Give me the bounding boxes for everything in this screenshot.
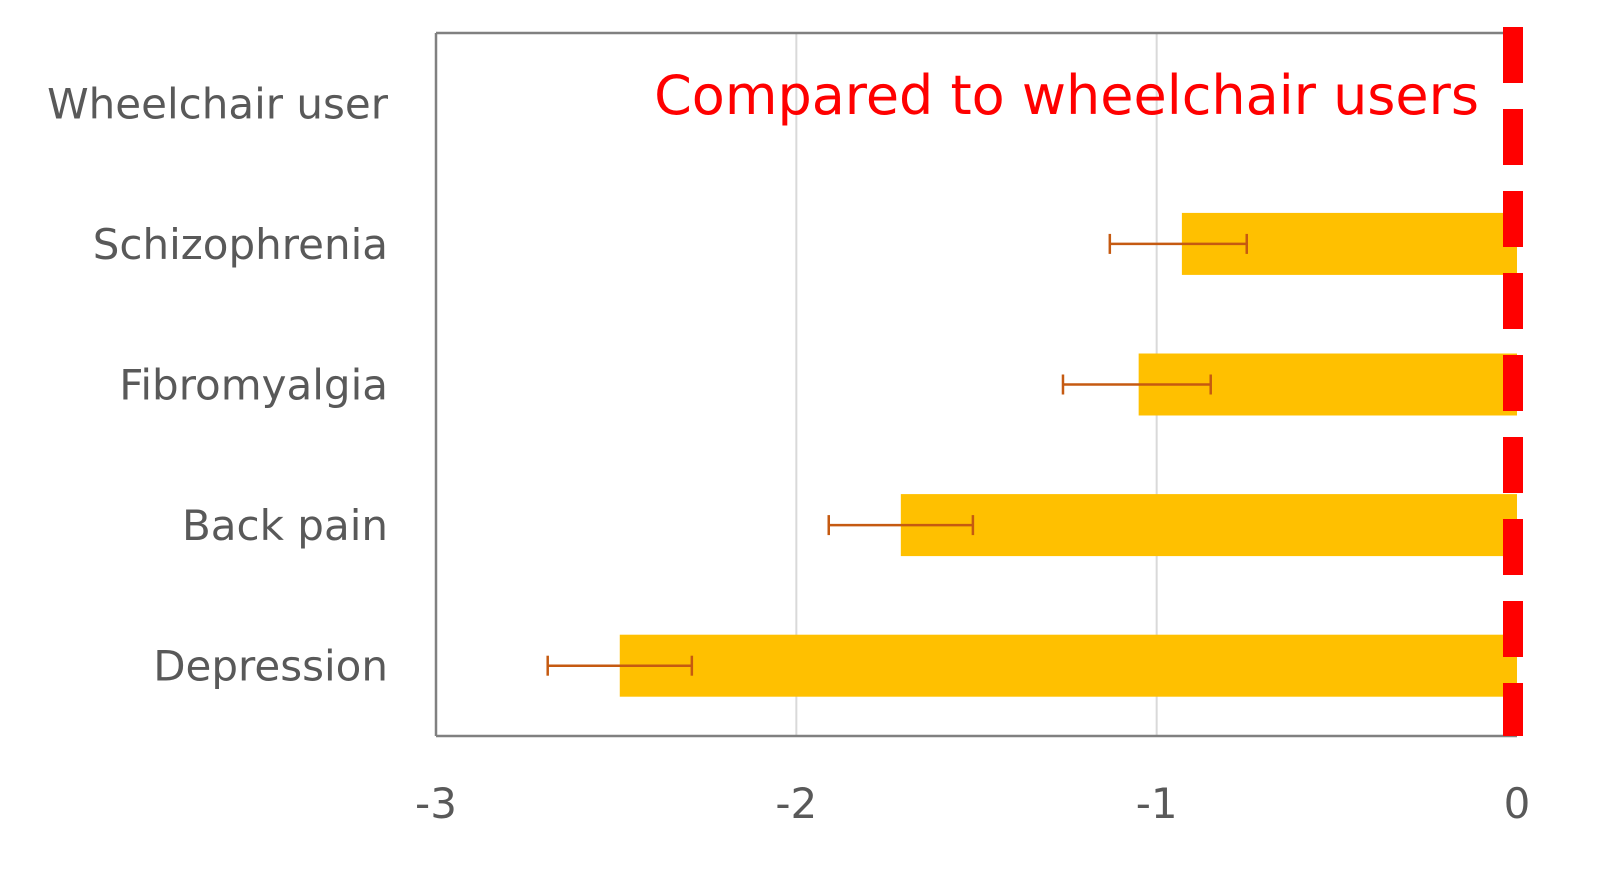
bar <box>619 634 1517 697</box>
category-labels: Wheelchair user Schizophrenia Fibromyalgia… <box>47 79 389 690</box>
category-label: Back pain <box>182 501 388 550</box>
category-label: Schizophrenia <box>93 220 388 269</box>
category-label: Depression <box>153 642 388 691</box>
category-label: Wheelchair user <box>47 79 389 128</box>
x-tick-label: 0 <box>1504 779 1531 828</box>
error-bar <box>1061 374 1212 395</box>
axes <box>434 31 1517 738</box>
bar <box>900 494 1517 557</box>
x-tick-label: -2 <box>775 779 817 828</box>
error-bar <box>827 515 975 536</box>
x-tick-label: -3 <box>415 779 457 828</box>
x-tick-label: -1 <box>1136 779 1178 828</box>
bars <box>619 212 1517 697</box>
error-bar <box>1108 233 1248 254</box>
error-bar <box>546 655 694 676</box>
category-label: Fibromyalgia <box>119 361 388 410</box>
annotation-text: Compared to wheelchair users <box>654 64 1479 127</box>
x-tick-labels: -3 -2 -1 0 <box>415 779 1530 828</box>
error-bars <box>546 233 1248 676</box>
